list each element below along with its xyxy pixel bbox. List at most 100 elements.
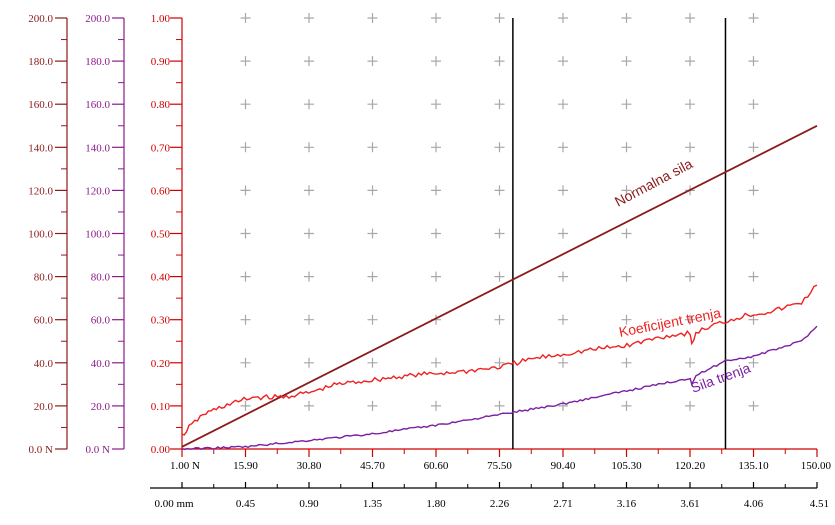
- series-label-0: Normalna sila: [612, 155, 695, 209]
- grid-plus-marker: [240, 185, 251, 196]
- x-distance-tick-label: 1.80: [426, 498, 446, 510]
- left_middle-tick-label: 80.0: [91, 272, 111, 284]
- grid-plus-marker: [558, 185, 568, 196]
- grid-plus-marker: [431, 357, 441, 368]
- left_outer-tick-label: 180.0: [28, 56, 53, 68]
- grid-plus-marker: [494, 13, 505, 23]
- grid-plus-marker: [367, 228, 378, 239]
- grid-plus-marker: [494, 271, 505, 282]
- x-force-tick-label: 120.20: [675, 460, 706, 472]
- left_outer-tick-label: 120.0: [28, 185, 53, 197]
- grid-plus-marker: [558, 142, 568, 153]
- grid-plus-marker: [304, 357, 314, 368]
- grid-plus-marker: [748, 56, 759, 67]
- grid-plus-marker: [558, 271, 568, 282]
- grid-plus-marker: [367, 400, 378, 411]
- grid-plus-marker: [494, 228, 505, 239]
- grid-plus-marker: [431, 99, 441, 110]
- x-distance-tick-label: 0.45: [236, 498, 256, 510]
- left_middle-tick-label: 160.0: [85, 99, 110, 111]
- grid-plus-marker: [431, 185, 441, 196]
- grid-plus-marker: [431, 13, 441, 23]
- grid-plus-marker: [621, 228, 632, 239]
- left_inner-tick-label: 1.00: [151, 13, 171, 25]
- grid-plus-marker: [240, 314, 251, 325]
- grid-plus-marker: [558, 13, 568, 23]
- grid-plus-marker: [240, 228, 251, 239]
- grid-plus-marker: [367, 13, 378, 23]
- grid-plus-marker: [431, 400, 441, 411]
- grid-plus-marker: [685, 13, 695, 23]
- grid-plus-marker: [558, 99, 568, 110]
- grid-plus-marker: [367, 271, 378, 282]
- left_middle-tick-label: 20.0: [91, 401, 111, 413]
- x-distance-tick-label: 3.61: [680, 498, 699, 510]
- left_outer-tick-label: 200.0: [28, 13, 53, 25]
- left_middle-tick-label: 200.0: [85, 13, 110, 25]
- x-force-tick-label: 150.00: [801, 460, 832, 472]
- left_middle-tick-label: 120.0: [85, 185, 110, 197]
- grid-plus-marker: [621, 400, 632, 411]
- left_inner-tick-label: 0.20: [151, 358, 171, 370]
- grid-plus-marker: [748, 99, 759, 110]
- grid-plus-marker: [240, 142, 251, 153]
- left_middle-tick-label: 60.0: [91, 315, 111, 327]
- series-layer: [181, 124, 818, 451]
- grid-plus-marker: [494, 56, 505, 67]
- grid-plus-marker: [621, 185, 632, 196]
- grid-plus-marker: [748, 185, 759, 196]
- left_inner-tick-label: 0.70: [151, 142, 171, 154]
- grid-plus-marker: [240, 56, 251, 67]
- grid-plus-marker: [367, 56, 378, 67]
- left_outer-tick-label: 0.0 N: [29, 444, 54, 456]
- series-line-2: [181, 325, 818, 451]
- x-distance-tick-label: 2.71: [553, 498, 572, 510]
- grid-plus-marker: [431, 271, 441, 282]
- grid-plus-marker: [304, 13, 314, 23]
- left_middle-tick-label: 140.0: [85, 142, 110, 154]
- left_inner-tick-label: 0.40: [151, 272, 171, 284]
- grid-plus-marker: [748, 400, 759, 411]
- left_middle-tick-label: 40.0: [91, 358, 111, 370]
- x-force-tick-label: 75.50: [487, 460, 512, 472]
- grid-plus-marker: [558, 228, 568, 239]
- x-distance-tick-label: 1.35: [363, 498, 383, 510]
- grid-plus-marker: [494, 400, 505, 411]
- grid-plus-marker: [304, 314, 314, 325]
- grid-plus-marker: [240, 271, 251, 282]
- x-distance-tick-label: 4.51: [810, 498, 829, 510]
- axes-layer: 0.0 N 20.0 40.0 60.0 80.0 100.0 120.0 140.0 160.…: [28, 13, 831, 510]
- grid-plus-marker: [304, 400, 314, 411]
- grid-plus-marker: [621, 13, 632, 23]
- grid-plus-marker: [240, 99, 251, 110]
- x-force-tick-label: 30.80: [297, 460, 322, 472]
- grid-plus-marker: [685, 228, 695, 239]
- grid-plus-marker: [621, 357, 632, 368]
- x-force-tick-label: 60.60: [424, 460, 449, 472]
- grid-plus-marker: [558, 400, 568, 411]
- grid-plus-marker: [240, 357, 251, 368]
- grid-plus-marker: [558, 357, 568, 368]
- left_middle-tick-label: 100.0: [85, 229, 110, 241]
- left_inner-tick-label: 0.30: [151, 315, 171, 327]
- left_middle-tick-label: 0.0 N: [86, 444, 111, 456]
- x-force-tick-label: 15.90: [233, 460, 258, 472]
- grid-plus-marker: [367, 357, 378, 368]
- grid-plus-marker: [304, 142, 314, 153]
- x-distance-tick-label: 2.26: [490, 498, 510, 510]
- grid-plus-marker: [304, 56, 314, 67]
- grid-plus-marker: [748, 13, 759, 23]
- grid-plus-marker: [431, 228, 441, 239]
- left_outer-tick-label: 100.0: [28, 229, 53, 241]
- grid-plus-marker: [685, 400, 695, 411]
- grid-plus-marker: [367, 99, 378, 110]
- grid-plus-marker: [367, 314, 378, 325]
- x-distance-tick-label: 0.90: [299, 498, 319, 510]
- left_middle-tick-label: 180.0: [85, 56, 110, 68]
- grid-layer: [240, 13, 759, 449]
- x-distance-tick-label: 3.16: [617, 498, 637, 510]
- left_inner-tick-label: 0.60: [151, 185, 171, 197]
- left_outer-tick-label: 40.0: [34, 358, 54, 370]
- grid-plus-marker: [685, 142, 695, 153]
